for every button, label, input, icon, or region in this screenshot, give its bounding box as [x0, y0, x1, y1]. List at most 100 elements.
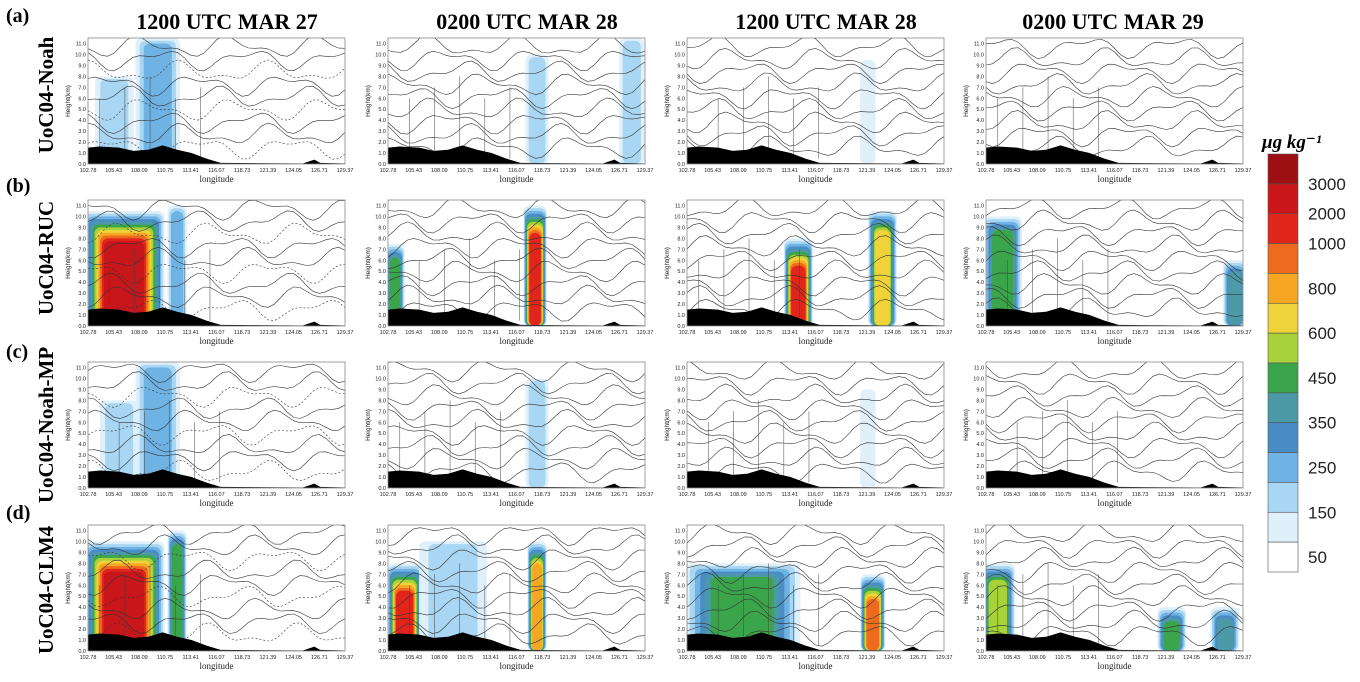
contour-line	[388, 435, 645, 457]
y-tick-label: 2.0	[677, 140, 685, 146]
panel-frame	[686, 199, 945, 327]
contour-line	[388, 238, 645, 259]
x-axis-label: longitude	[500, 336, 534, 346]
y-tick-label: 6.0	[78, 258, 86, 264]
x-tick-label: 126.71	[311, 330, 328, 336]
panel-plot-area	[88, 200, 345, 326]
y-tick-label: 3.0	[677, 291, 685, 297]
y-tick-label: 4.0	[976, 280, 984, 286]
panel-frame	[87, 37, 346, 165]
contour-line	[88, 575, 345, 597]
y-tick-label: 2.0	[378, 302, 386, 308]
colorbar-boxes	[1267, 153, 1299, 573]
column-title-2: 0200 UTC MAR 28	[436, 9, 618, 34]
contour-line	[687, 222, 944, 245]
contour-line	[88, 451, 345, 472]
x-tick-label: 102.78	[80, 168, 97, 174]
terrain	[88, 145, 345, 164]
y-tick-label: 8.0	[677, 74, 685, 80]
y-tick-label: 1.0	[78, 151, 86, 157]
panel-3-4: 0.0 1.0 2.0 3.0 4.0 5.0 6.0 7.0 8.0 9.0 10.0 11.0 10…	[963, 361, 1251, 508]
x-tick-label: 118.73	[833, 655, 849, 661]
contour-line	[986, 413, 1243, 434]
contour-line	[88, 585, 345, 608]
x-axis-label: longitude	[799, 661, 833, 671]
contour-line	[88, 200, 345, 221]
x-tick-label: 110.75	[1055, 655, 1071, 661]
x-tick-label: 113.41	[483, 492, 499, 498]
y-tick-label: 3.0	[78, 453, 86, 459]
y-tick-label: 11.0	[675, 365, 685, 371]
y-tick-label: 4.0	[78, 280, 86, 286]
colorbar-swatch	[1267, 362, 1299, 394]
contour-line	[687, 38, 944, 57]
contour-line	[388, 261, 645, 283]
y-axis-label: Height(km)	[963, 247, 970, 279]
y-tick-label: 6.0	[976, 583, 984, 589]
x-axis-label: longitude	[799, 336, 833, 346]
contour-line	[687, 399, 944, 421]
y-tick-label: 1.0	[378, 151, 386, 157]
y-tick-label: 5.0	[677, 107, 685, 113]
panel-plot-area	[986, 39, 1243, 164]
y-tick-label: 0.0	[976, 162, 984, 168]
y-tick-label: 1.0	[378, 638, 386, 644]
y-tick-label: 3.0	[378, 616, 386, 622]
colorbar-swatch	[1267, 183, 1299, 215]
x-tick-label: 105.43	[704, 168, 721, 174]
y-tick-label: 6.0	[78, 420, 86, 426]
contour-line	[986, 39, 1243, 59]
y-tick-label: 7.0	[677, 85, 685, 91]
contour-line	[88, 525, 345, 545]
colorbar-labels: 50 150 250 350 450 600 800 1000 2000 3000	[1308, 175, 1346, 567]
y-tick-label: 10.0	[75, 214, 86, 220]
contour-line	[88, 76, 345, 97]
panel-frame	[686, 37, 945, 165]
contour-line	[986, 373, 1243, 395]
x-tick-label: 110.75	[457, 330, 473, 336]
contour-line	[388, 275, 645, 297]
concentration-level	[170, 210, 184, 326]
x-tick-label: 126.71	[1209, 655, 1226, 661]
y-tick-label: 5.0	[677, 269, 685, 275]
contour-line	[88, 59, 345, 79]
y-tick-label: 0.0	[378, 324, 386, 330]
row-name-c: UoC04-Noah-MP	[34, 347, 58, 503]
contour-line	[986, 100, 1243, 122]
y-axis-label: Height(km)	[65, 409, 72, 441]
colorbar-swatch	[1267, 541, 1299, 573]
x-tick-label: 124.05	[285, 168, 302, 174]
x-tick-label: 124.05	[285, 655, 302, 661]
contour-line	[986, 525, 1243, 542]
x-tick-label: 105.43	[704, 330, 721, 336]
row-tag-c: (c)	[6, 341, 28, 363]
contour-line	[388, 384, 645, 406]
panel-plot-area	[388, 527, 645, 651]
y-tick-label: 1.0	[78, 313, 86, 319]
y-tick-label: 5.0	[976, 269, 984, 275]
x-tick-label: 105.43	[704, 492, 721, 498]
x-tick-label: 116.07	[208, 492, 224, 498]
x-tick-label: 116.07	[807, 168, 823, 174]
terrain	[687, 307, 944, 326]
panel-plot-area	[88, 38, 345, 164]
panel-4-2: 0.0 1.0 2.0 3.0 4.0 5.0 6.0 7.0 8.0 9.0 10.0 11.0 10…	[365, 524, 653, 671]
contour-line	[687, 376, 944, 396]
x-tick-label: 124.05	[884, 330, 901, 336]
terrain	[88, 632, 345, 651]
x-axis-label: longitude	[799, 498, 833, 508]
y-tick-label: 1.0	[677, 475, 685, 481]
x-axis-label: longitude	[1098, 336, 1132, 346]
contour-line	[687, 72, 944, 92]
y-tick-label: 11.0	[76, 528, 86, 534]
y-tick-label: 5.0	[677, 431, 685, 437]
x-tick-label: 108.09	[1029, 330, 1046, 336]
contour-line	[388, 284, 645, 305]
x-tick-label: 126.71	[311, 655, 328, 661]
y-tick-label: 2.0	[78, 140, 86, 146]
colorbar-swatch	[1267, 243, 1299, 274]
contour-line	[687, 571, 944, 592]
contour-line	[88, 50, 345, 72]
panel-plot-area	[88, 362, 345, 488]
x-axis-label: longitude	[500, 498, 534, 508]
